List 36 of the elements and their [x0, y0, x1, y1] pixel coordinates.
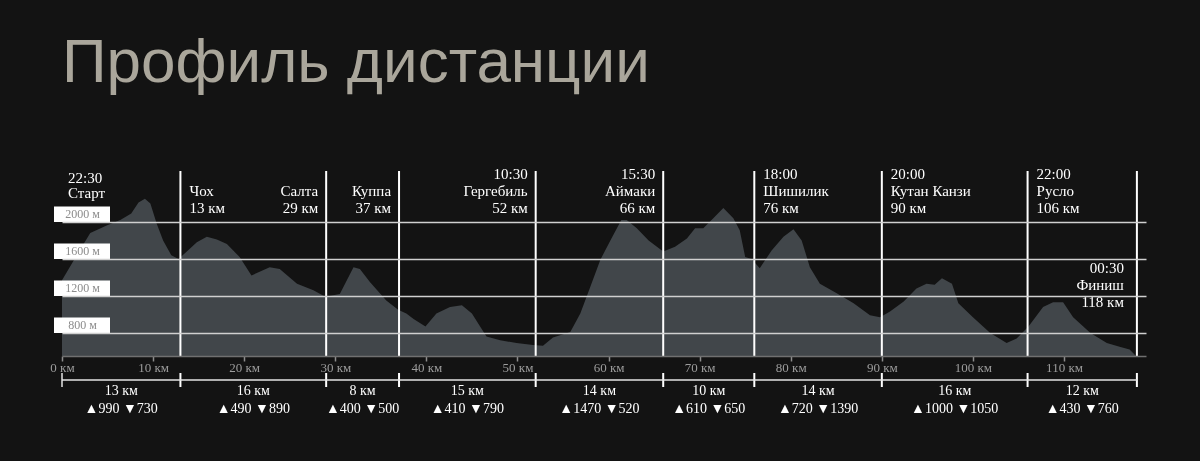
y-tick-label: 800 м	[68, 318, 98, 333]
x-tick-label: 10 км	[138, 359, 169, 375]
ref-line-label: Куппа 37 км	[351, 183, 392, 216]
y-tick-label: 2000 м	[65, 207, 101, 222]
text: 14 км ▲1470 ▼520	[559, 383, 640, 416]
ref-line-label: 20:00 Кутан Канзи 90 км	[890, 166, 971, 216]
text: 13 км ▲990 ▼730	[84, 383, 158, 416]
x-tick-label: 20 км	[229, 359, 261, 375]
x-tick-label: 30 км	[320, 359, 352, 375]
text: 10 км ▲610 ▼650	[672, 383, 746, 416]
x-tick-label: 0 км	[50, 359, 75, 375]
ref-line-label: 10:30 Гергебиль 52 км	[463, 166, 529, 216]
ref-line-label: 22:00 Русло 106 км	[1036, 166, 1081, 216]
chart-title: Профиль дистанции	[62, 26, 650, 95]
text: 8 км ▲400 ▼500	[326, 383, 400, 416]
x-tick-label: 90 км	[866, 359, 898, 375]
ref-line-label: 00:30 Финиш 118 км	[1076, 260, 1125, 310]
x-tick-label: 40 км	[411, 359, 443, 375]
x-tick-label: 50 км	[502, 359, 534, 375]
text: 16 км ▲490 ▼890	[216, 383, 290, 416]
x-tick-label: 100 км	[954, 359, 993, 375]
ref-line-label: Салта 29 км	[280, 183, 319, 216]
x-tick-label: 80 км	[775, 359, 807, 375]
text: 16 км ▲1000 ▼1050	[911, 383, 999, 416]
y-tick-label: 1600 м	[65, 244, 101, 259]
text: 12 км ▲430 ▼760	[1045, 383, 1119, 416]
ref-line-label: Чох 13 км	[189, 183, 226, 216]
x-tick-label: 110 км	[1046, 359, 1083, 375]
text: 15 км ▲410 ▼790	[430, 383, 504, 416]
x-tick-label: 70 км	[684, 359, 716, 375]
text: 14 км ▲720 ▼1390	[777, 383, 859, 416]
y-tick-label: 1200 м	[65, 281, 101, 296]
x-tick-label: 60 км	[593, 359, 625, 375]
annotation: 22:30 Старт	[68, 170, 106, 201]
ref-line-label: 15:30 Аймаки 66 км	[604, 166, 656, 216]
ref-line-label: 18:00 Шишилик 76 км	[763, 166, 830, 216]
